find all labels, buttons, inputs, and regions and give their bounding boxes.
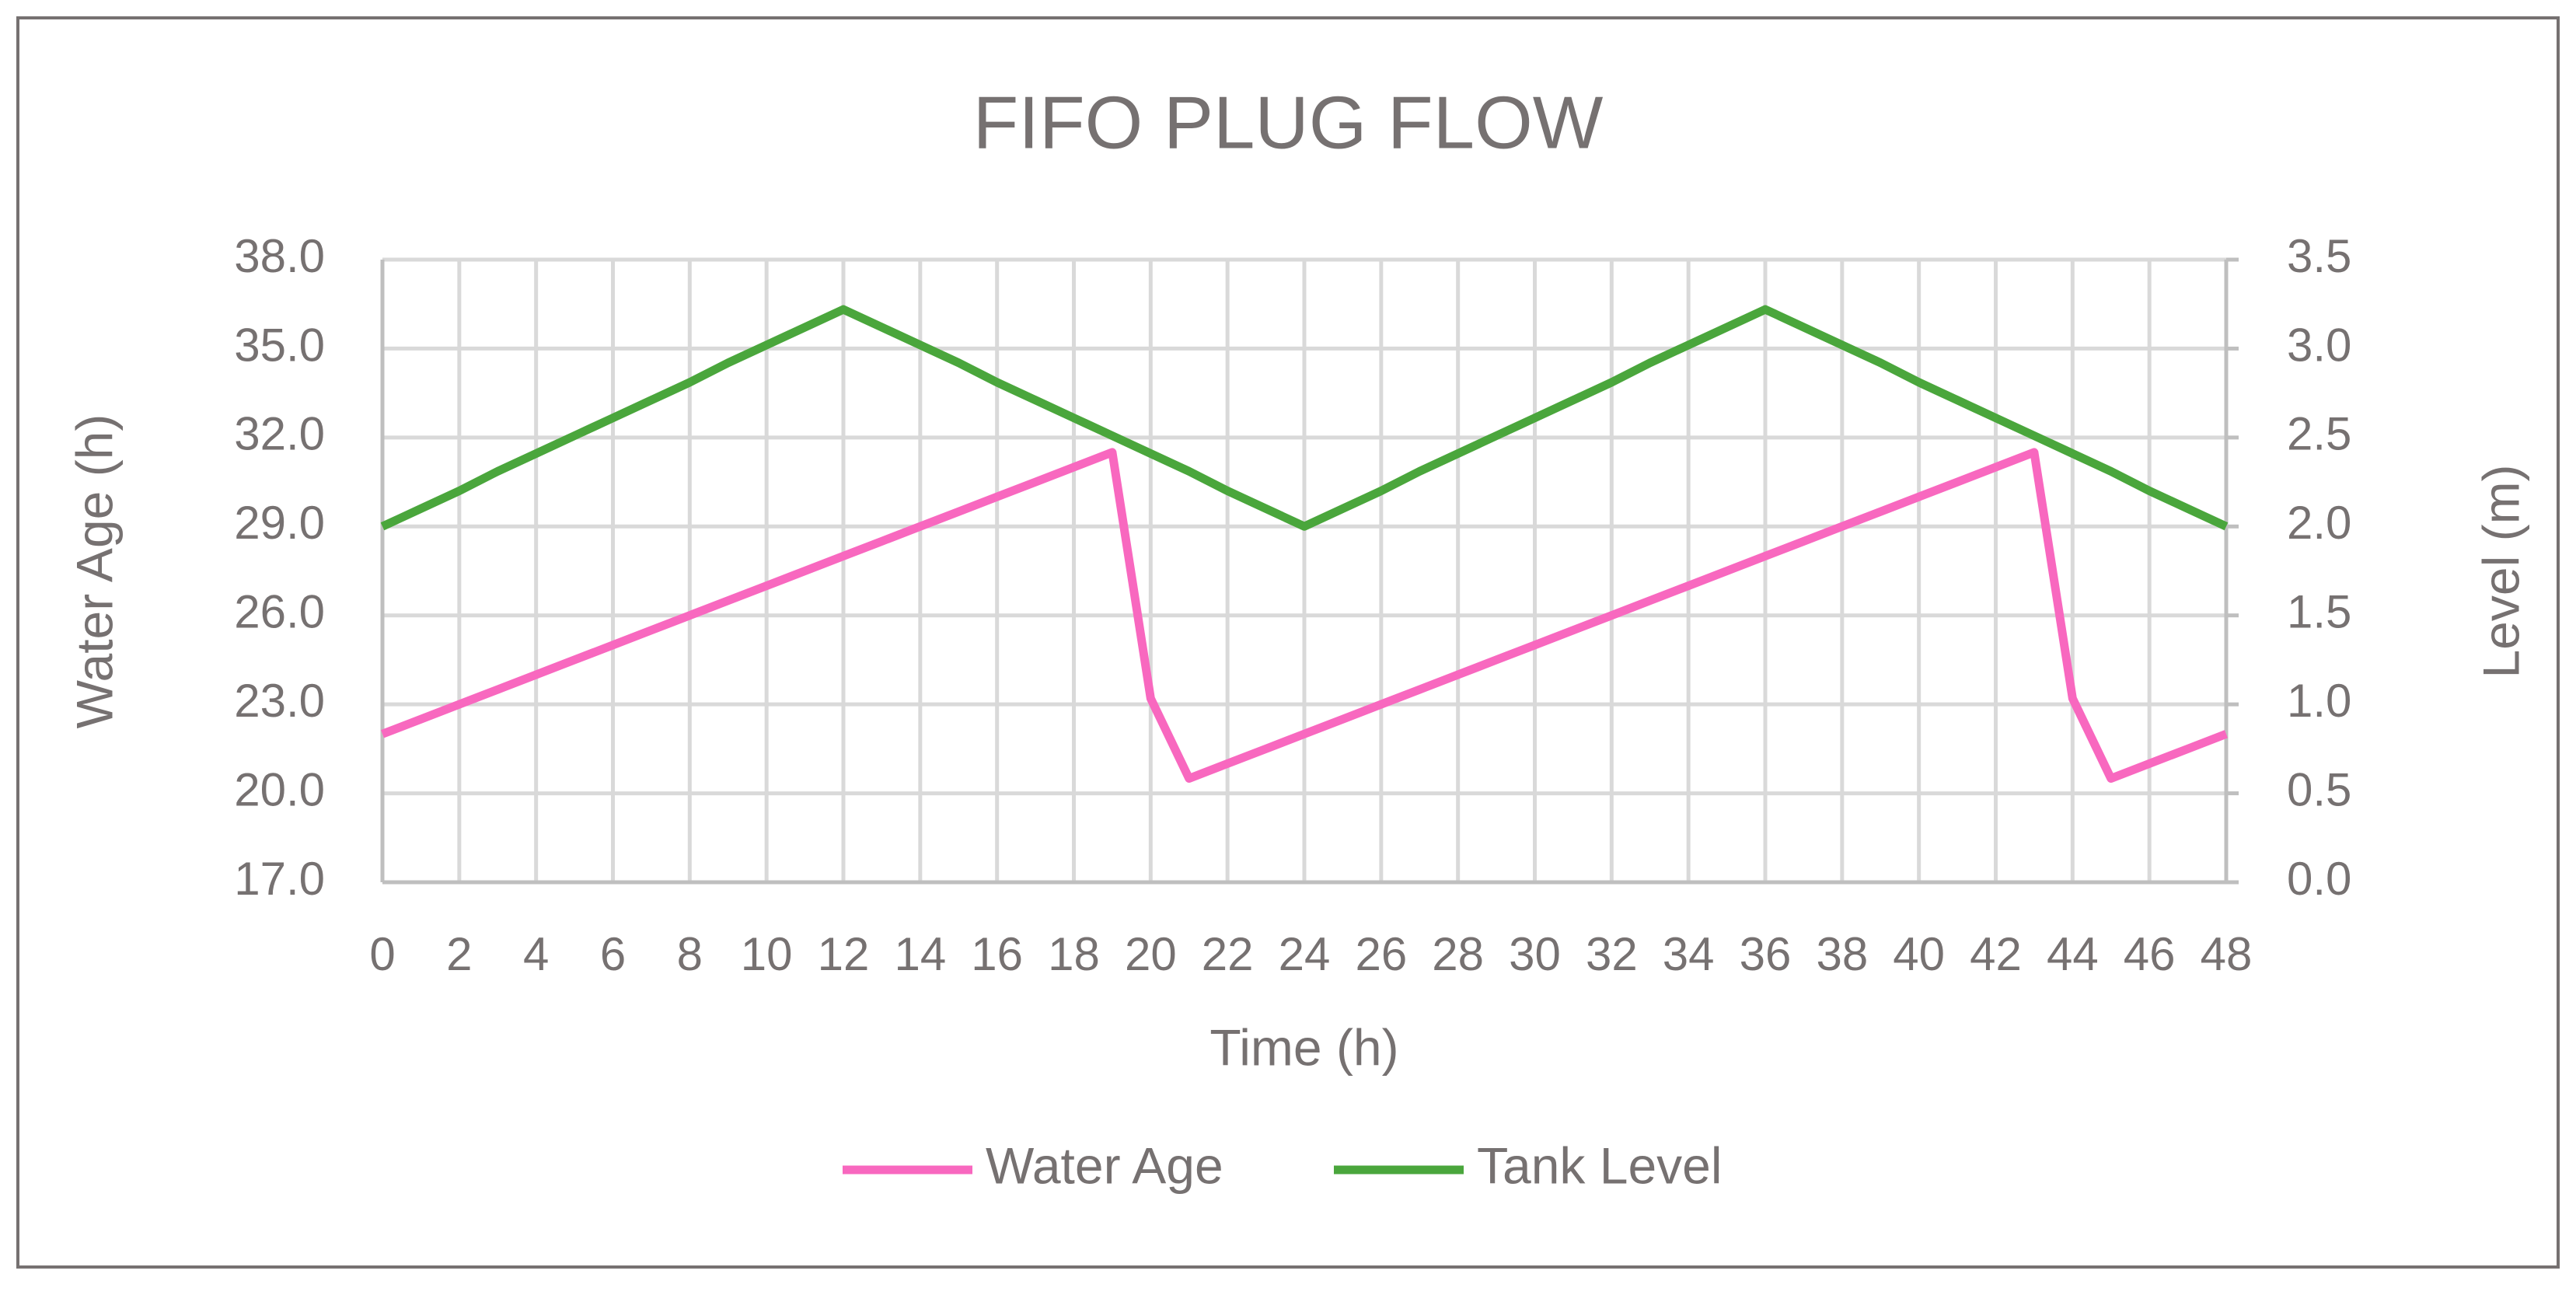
x-tick-label: 18 xyxy=(1048,928,1100,980)
x-tick-label: 46 xyxy=(2124,928,2176,980)
y-tick-label: 35.0 xyxy=(234,319,325,371)
x-tick-label: 22 xyxy=(1202,928,1254,980)
y-tick-label: 23.0 xyxy=(234,675,325,727)
y-tick-label: 38.0 xyxy=(234,230,325,282)
x-tick-label: 28 xyxy=(1432,928,1484,980)
x-tick-label: 16 xyxy=(971,928,1023,980)
x-tick-label: 44 xyxy=(2047,928,2099,980)
x-tick-label: 14 xyxy=(894,928,946,980)
x-tick-label: 40 xyxy=(1893,928,1945,980)
x-tick-label: 2 xyxy=(446,928,472,980)
x-tick-label: 10 xyxy=(741,928,793,980)
x-axis-title: Time (h) xyxy=(1209,1018,1398,1076)
y2-tick-label: 0.5 xyxy=(2287,763,2351,815)
x-tick-label: 48 xyxy=(2201,928,2253,980)
y-tick-label: 17.0 xyxy=(234,853,325,905)
x-tick-label: 42 xyxy=(1970,928,2022,980)
x-tick-label: 12 xyxy=(818,928,870,980)
y2-tick-label: 1.5 xyxy=(2287,586,2351,638)
x-tick-label: 26 xyxy=(1355,928,1407,980)
chart-border xyxy=(16,16,2560,1269)
x-tick-label: 6 xyxy=(600,928,626,980)
legend-label: Water Age xyxy=(986,1136,1223,1194)
y2-tick-label: 3.5 xyxy=(2287,230,2351,282)
y2-tick-label: 0.0 xyxy=(2287,853,2351,905)
chart-title: FIFO PLUG FLOW xyxy=(973,81,1604,164)
x-tick-label: 36 xyxy=(1740,928,1792,980)
x-tick-label: 24 xyxy=(1279,928,1331,980)
y-tick-label: 20.0 xyxy=(234,763,325,815)
y2-axis-title: Level (m) xyxy=(2472,464,2529,678)
y2-tick-label: 2.0 xyxy=(2287,497,2351,549)
x-tick-label: 20 xyxy=(1125,928,1177,980)
x-tick-label: 0 xyxy=(369,928,395,980)
y2-tick-label: 2.5 xyxy=(2287,408,2351,460)
legend-label: Tank Level xyxy=(1477,1136,1723,1194)
x-tick-label: 38 xyxy=(1816,928,1868,980)
x-tick-label: 8 xyxy=(677,928,703,980)
x-tick-label: 30 xyxy=(1509,928,1561,980)
x-tick-label: 34 xyxy=(1663,928,1715,980)
y-tick-label: 29.0 xyxy=(234,497,325,549)
series-line xyxy=(380,305,2229,531)
series-line xyxy=(381,448,2228,783)
y2-tick-label: 3.0 xyxy=(2287,319,2351,371)
y2-tick-label: 1.0 xyxy=(2287,675,2351,727)
y-axis-title: Water Age (h) xyxy=(65,414,123,729)
y-tick-label: 26.0 xyxy=(234,586,325,638)
x-tick-label: 4 xyxy=(523,928,549,980)
y-tick-label: 32.0 xyxy=(234,408,325,460)
x-tick-label: 32 xyxy=(1586,928,1638,980)
